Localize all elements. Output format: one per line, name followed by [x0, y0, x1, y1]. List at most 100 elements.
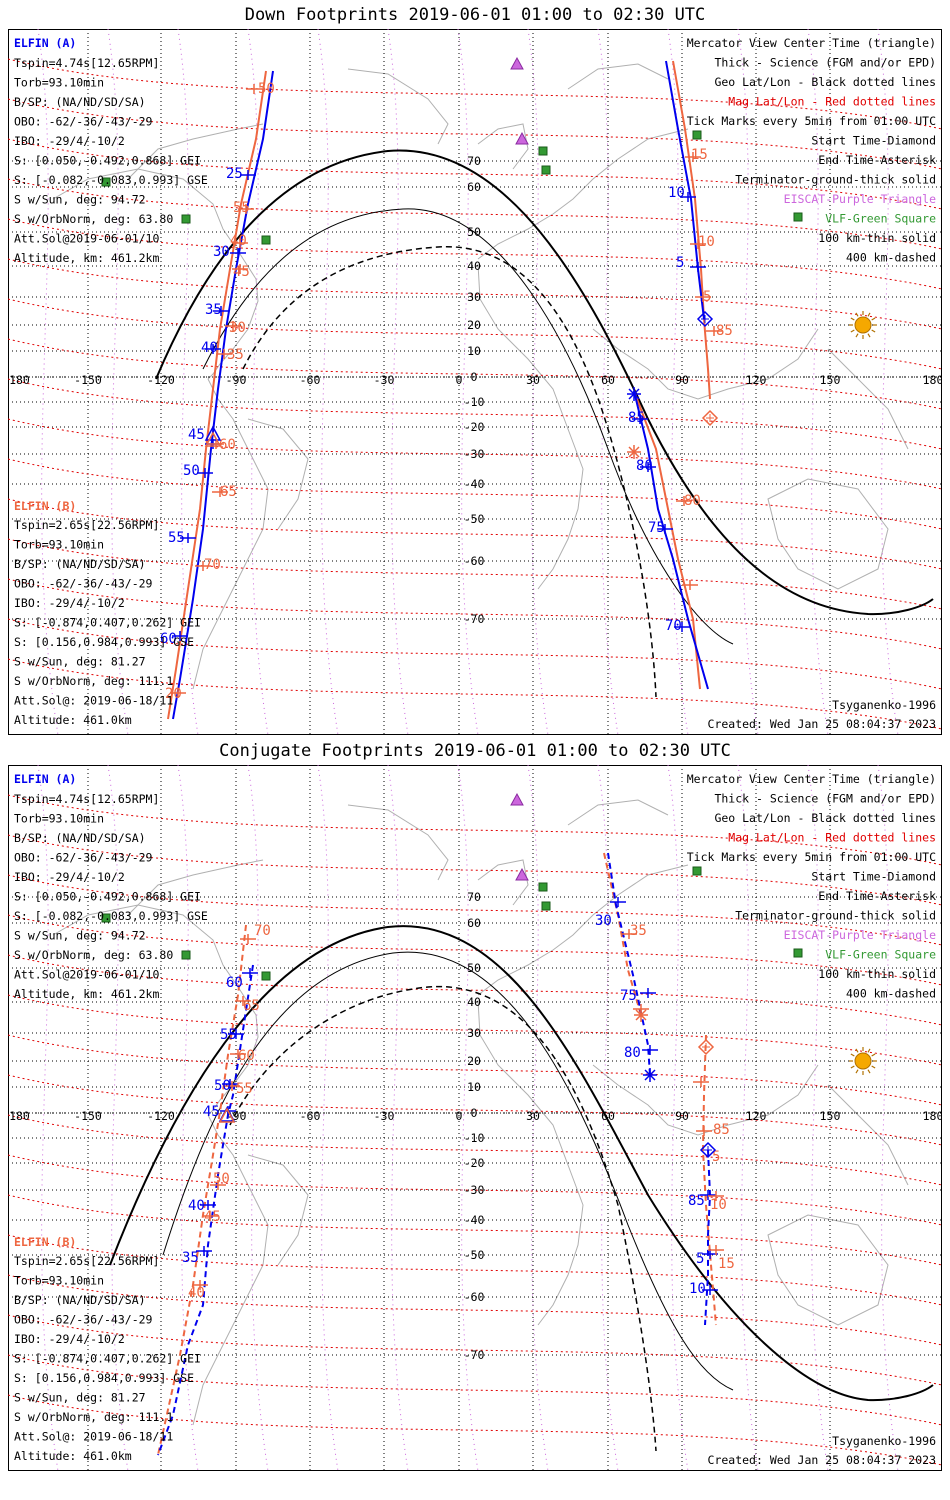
elfin-b-start-diamond [701, 409, 719, 427]
lat-label: 30 [467, 1026, 481, 1040]
elfin-b-tick-label: 35 [227, 347, 244, 363]
legend-line: 100 km-thin solid [818, 967, 936, 981]
elfin-a-info-line: S: [0.050,-0.492,0.868] GEI [14, 154, 201, 168]
elfin-a-info-line: Tspin=4.74s[12.65RPM] [14, 792, 159, 806]
elfin-a-info-line: S w/Sun, deg: 94.72 [14, 193, 146, 207]
elfin-a-tick-label: 70 [665, 618, 682, 634]
elfin-a-tick-label: 80 [624, 1045, 641, 1061]
elfin-a-info-line: S: [-0.082,-0.083,0.993] GSE [14, 909, 208, 923]
elfin-a-info-line: S: [0.050,-0.492,0.868] GEI [14, 890, 201, 904]
elfin-a-tick-label: 50 [214, 1078, 231, 1094]
lon-label: 150 [820, 373, 841, 387]
lat-label: -20 [464, 420, 485, 434]
legend-line: 400 km-dashed [846, 251, 936, 265]
elfin-b-tick-label: 55 [236, 1081, 253, 1097]
elfin-a-info-line: S w/Sun, deg: 94.72 [14, 929, 146, 943]
elfin-b-tick-label: 40 [188, 1285, 205, 1301]
legend-line: Terminator-ground-thick solid [735, 173, 936, 187]
elfin-b-tick-label: 50 [258, 81, 275, 97]
legend-line: 100 km-thin solid [818, 231, 936, 245]
elfin-b-tick-label: 5 [703, 289, 711, 305]
legend-line: Geo Lat/Lon - Black dotted lines [714, 75, 936, 89]
elfin-a-track [704, 1149, 712, 1326]
elfin-a-tick-label: 40 [201, 340, 218, 356]
legend-line: Start Time-Diamond [811, 134, 936, 148]
map-conjugate-footprints: -180-150-120-90-60-300306090120150180706… [8, 765, 942, 1471]
elfin-a-info-line: OBO: -62/-36/-43/-29 [14, 851, 153, 865]
vlf-square [793, 948, 803, 958]
elfin-b-info-line: S: [-0.874,0.407,0.262] GEI [14, 1352, 201, 1366]
elfin-a-tick-label: 5 [696, 1251, 704, 1267]
elfin-b-track [633, 390, 701, 690]
lon-label: -120 [147, 373, 175, 387]
elfin-a-info-line: OBO: -62/-36/-43/-29 [14, 115, 153, 129]
legend-line: Mercator View Center Time (triangle) [687, 36, 936, 50]
created-timestamp: Created: Wed Jan 25 08:04:37 2023 [708, 717, 937, 731]
elfin-b-tick-label: 60 [219, 437, 236, 453]
elfin-a-info-line: S w/OrbNorm, deg: 63.80 [14, 948, 173, 962]
elfin-b-info-line: S: [-0.874,0.407,0.262] GEI [14, 616, 201, 630]
lat-label: 20 [467, 1054, 481, 1068]
elfin-a-track [157, 964, 254, 1456]
elfin-a-info-line: B/SP: (NA/ND/SD/SA) [14, 95, 146, 109]
lon-label: 30 [526, 1109, 540, 1123]
elfin-b-info-line: Torb=93.10min [14, 538, 104, 552]
elfin-b-title: ELFIN (B) [14, 1235, 76, 1249]
elfin-a-tick-label: 50 [183, 463, 200, 479]
elfin-a-tick-label: 45 [203, 1104, 220, 1120]
elfin-a-end-asterisk [627, 387, 641, 401]
model-label: Tsyganenko-1996 [832, 698, 936, 712]
elfin-a-tick-label: 85 [688, 1193, 705, 1209]
vlf-square [541, 901, 551, 911]
vlf-square [541, 165, 551, 175]
vlf-square [261, 235, 271, 245]
vlf-square [101, 913, 111, 923]
model-label: Tsyganenko-1996 [832, 1434, 936, 1448]
lon-label: -90 [226, 1109, 247, 1123]
elfin-b-info-line: OBO: -62/-36/-43/-29 [14, 577, 153, 591]
legend-line: Geo Lat/Lon - Black dotted lines [714, 811, 936, 825]
lon-label: 180 [923, 373, 942, 387]
lon-label: -30 [374, 373, 395, 387]
lat-label: 50 [467, 961, 481, 975]
lat-label: 70 [467, 154, 481, 168]
terminator-100km [162, 951, 734, 1391]
legend-line: VLF-Green Square [825, 212, 936, 226]
legend-line: EISCAT-Purple Triangle [784, 928, 936, 942]
elfin-a-tick-label: 35 [182, 1250, 199, 1266]
lon-label: 60 [601, 373, 615, 387]
lat-label: -70 [464, 1348, 485, 1362]
elfin-b-tick-label: 40 [230, 233, 247, 249]
elfin-a-tick-label: 45 [188, 427, 205, 443]
lat-label: -40 [464, 477, 485, 491]
legend-line: Tick Marks every 5min from 01:00 UTC [687, 114, 936, 128]
elfin-b-info-line: Att.Sol@: 2019-06-18/11 [14, 1430, 173, 1444]
elfin-a-info-line: Tspin=4.74s[12.65RPM] [14, 56, 159, 70]
vlf-square [692, 130, 702, 140]
elfin-b-tick-label: 65 [220, 484, 237, 500]
elfin-a-title: ELFIN (A) [14, 36, 76, 50]
panel-title-conjugate: Conjugate Footprints 2019-06-01 01:00 to… [219, 741, 731, 761]
elfin-a-info-line: Att.Sol@2019-06-01/10 [14, 232, 159, 246]
lon-label: -90 [226, 373, 247, 387]
lon-label: 30 [526, 373, 540, 387]
elfin-b-info-line: Torb=93.10min [14, 1274, 104, 1288]
lat-label: 40 [467, 995, 481, 1009]
lon-label: 120 [746, 1109, 767, 1123]
elfin-b-tick-label: 45 [233, 264, 250, 280]
lat-label: 60 [467, 916, 481, 930]
elfin-a-tick-label: 85 [628, 410, 645, 426]
elfin-a-info-line: Torb=93.10min [14, 76, 104, 90]
terminator-400km [242, 246, 657, 698]
lon-label: -120 [147, 1109, 175, 1123]
elfin-b-tick-label: 10 [698, 234, 715, 250]
lat-label: -60 [464, 1290, 485, 1304]
elfin-b-info-line: Altitude: 461.0km [14, 713, 132, 727]
vlf-square [261, 971, 271, 981]
elfin-b-tick-label: 55 [233, 200, 250, 216]
elfin-a-info-line: S: [-0.082,-0.083,0.993] GSE [14, 173, 208, 187]
legend-line: Mag Lat/Lon - Red dotted lines [728, 95, 936, 109]
elfin-a-info-line: Torb=93.10min [14, 812, 104, 826]
lat-label: 20 [467, 318, 481, 332]
legend-line: VLF-Green Square [825, 948, 936, 962]
